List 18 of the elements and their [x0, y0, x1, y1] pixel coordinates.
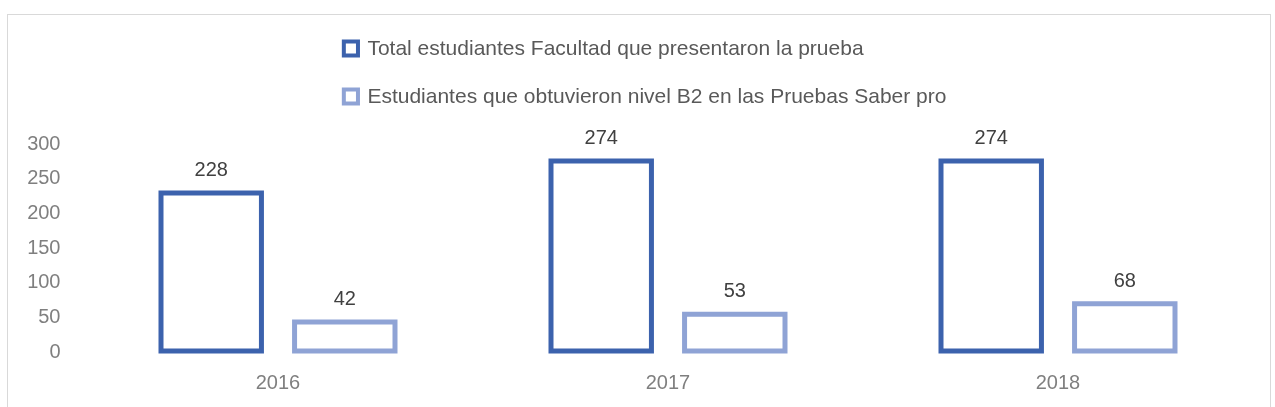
- data-label: 228: [194, 157, 228, 180]
- x-tick-label: 2018: [1035, 370, 1081, 393]
- data-label: 42: [333, 286, 356, 309]
- data-label: 274: [584, 126, 618, 149]
- legend-label: Total estudiantes Facultad que presentaron la prueba: [367, 35, 864, 59]
- data-label: 274: [974, 126, 1008, 149]
- data-label: 68: [1113, 268, 1136, 291]
- y-tick-label: 100: [27, 270, 61, 293]
- data-label: 53: [723, 279, 746, 302]
- legend-label: Estudiantes que obtuvieron nivel B2 en las Pruebas Saber pro: [367, 83, 947, 107]
- y-tick-label: 300: [27, 131, 61, 154]
- x-tick-label: 2017: [645, 370, 691, 393]
- y-tick-label: 250: [27, 166, 61, 189]
- y-tick-label: 0: [49, 339, 61, 362]
- y-tick-label: 200: [27, 200, 61, 223]
- x-tick-label: 2016: [255, 370, 301, 393]
- y-tick-label: 150: [27, 235, 61, 258]
- y-tick-label: 50: [38, 304, 61, 327]
